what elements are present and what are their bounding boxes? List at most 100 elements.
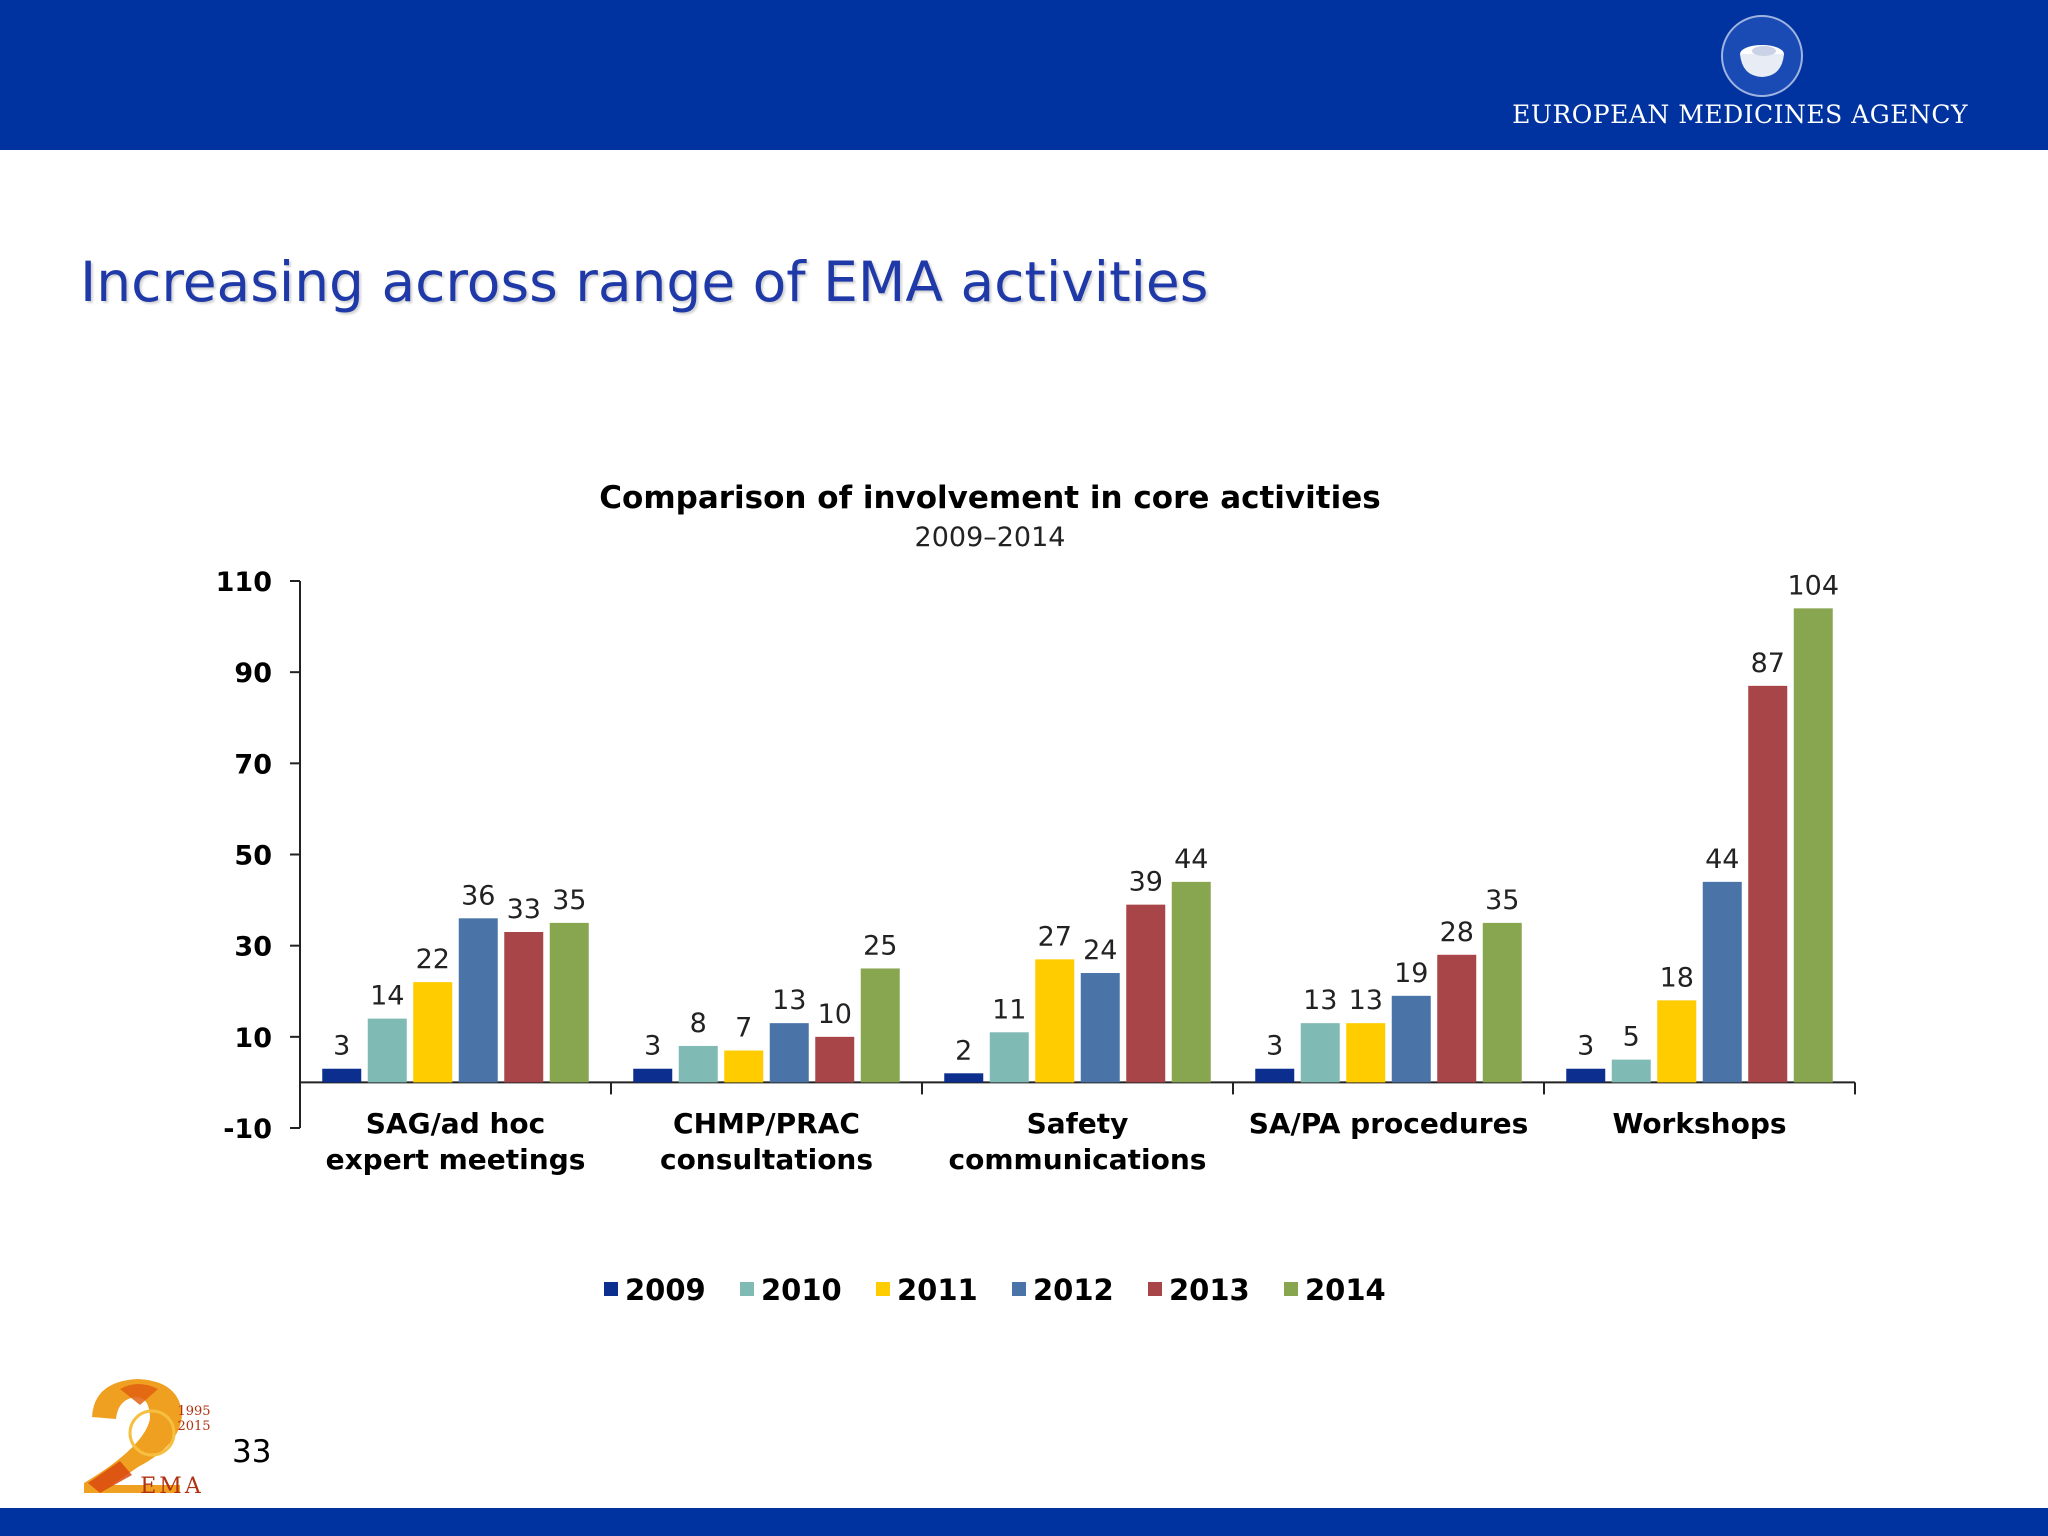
x-category-label: Workshops xyxy=(1612,1107,1786,1140)
bar xyxy=(724,1050,764,1083)
bar xyxy=(1171,881,1211,1083)
legend-label: 2012 xyxy=(1033,1273,1114,1307)
bar xyxy=(504,931,544,1083)
legend-label: 2011 xyxy=(897,1273,978,1307)
bar xyxy=(367,1018,407,1083)
data-label: 35 xyxy=(552,885,586,916)
data-label: 2 xyxy=(955,1035,972,1066)
legend-label: 2010 xyxy=(761,1273,842,1307)
data-label: 25 xyxy=(863,930,897,961)
data-label: 3 xyxy=(333,1031,350,1062)
logo-ema-text: EMA xyxy=(140,1474,203,1495)
x-category-label: SAG/ad hoc xyxy=(366,1107,546,1140)
data-label: 28 xyxy=(1440,917,1474,948)
y-tick-label: -10 xyxy=(223,1114,272,1145)
footer-band xyxy=(0,1508,2048,1536)
x-category-label: Safety xyxy=(1027,1107,1129,1140)
bar xyxy=(944,1073,984,1083)
bar xyxy=(1035,959,1075,1083)
x-category-label: expert meetings xyxy=(326,1143,586,1176)
legend-label: 2009 xyxy=(625,1273,706,1307)
logo-year-start: 1995 xyxy=(177,1404,210,1419)
slide-title: Increasing across range of EMA activitie… xyxy=(80,250,1209,314)
data-label: 18 xyxy=(1660,962,1694,993)
data-label: 8 xyxy=(690,1008,707,1039)
bar xyxy=(413,982,453,1083)
data-label: 39 xyxy=(1129,867,1163,898)
y-tick-label: 70 xyxy=(234,749,272,780)
data-label: 11 xyxy=(992,994,1026,1025)
y-tick-label: 30 xyxy=(234,932,272,963)
bar xyxy=(1437,954,1477,1083)
anniversary-logo: 1995 2015 EMA xyxy=(84,1379,211,1495)
bar xyxy=(1611,1059,1651,1083)
y-tick-label: 110 xyxy=(216,567,272,598)
bar xyxy=(1300,1023,1340,1083)
logo-year-end: 2015 xyxy=(177,1419,210,1434)
data-label: 104 xyxy=(1787,570,1839,601)
data-label: 22 xyxy=(416,944,450,975)
bar xyxy=(860,968,900,1083)
data-label: 44 xyxy=(1174,844,1208,875)
data-label: 27 xyxy=(1038,921,1072,952)
bar xyxy=(458,918,498,1083)
chart-title: Comparison of involvement in core activi… xyxy=(599,480,1380,516)
bar xyxy=(1793,608,1833,1083)
bar xyxy=(1080,973,1120,1083)
bar xyxy=(633,1068,673,1083)
data-label: 3 xyxy=(1577,1031,1594,1062)
ema-logo-icon xyxy=(1721,15,1803,97)
data-label: 44 xyxy=(1705,844,1739,875)
x-category-label: CHMP/PRAC xyxy=(673,1107,860,1140)
data-label: 24 xyxy=(1083,935,1117,966)
data-label: 13 xyxy=(1303,985,1337,1016)
bar xyxy=(1346,1023,1386,1083)
bar xyxy=(549,922,589,1083)
bar xyxy=(1566,1068,1606,1083)
data-label: 33 xyxy=(507,894,541,925)
data-label: 7 xyxy=(735,1013,752,1044)
data-label: 35 xyxy=(1485,885,1519,916)
bar xyxy=(1657,1000,1697,1083)
bar xyxy=(815,1036,855,1083)
bar xyxy=(1126,904,1166,1083)
page-number: 33 xyxy=(232,1434,272,1470)
bar xyxy=(1702,881,1742,1083)
legend-swatch xyxy=(1148,1282,1162,1296)
data-label: 36 xyxy=(461,880,495,911)
x-category-label: SA/PA procedures xyxy=(1249,1107,1529,1140)
data-label: 13 xyxy=(1349,985,1383,1016)
legend-swatch xyxy=(1012,1282,1026,1296)
legend-swatch xyxy=(604,1282,618,1296)
chart-subtitle: 2009–2014 xyxy=(915,522,1066,553)
bar xyxy=(769,1023,809,1083)
data-label: 3 xyxy=(644,1031,661,1062)
y-tick-label: 50 xyxy=(234,841,272,872)
x-category-label: communications xyxy=(949,1143,1207,1176)
bar xyxy=(989,1032,1029,1083)
data-label: 10 xyxy=(818,999,852,1030)
y-tick-label: 10 xyxy=(234,1023,272,1054)
bar xyxy=(678,1045,718,1083)
data-label: 14 xyxy=(370,981,404,1012)
data-label: 3 xyxy=(1266,1031,1283,1062)
data-label: 13 xyxy=(772,985,806,1016)
data-label: 19 xyxy=(1394,958,1428,989)
legend-label: 2013 xyxy=(1169,1273,1250,1307)
data-label: 5 xyxy=(1623,1022,1640,1053)
bar xyxy=(1391,995,1431,1083)
header-band xyxy=(0,0,2048,150)
y-tick-label: 90 xyxy=(234,658,272,689)
bar xyxy=(322,1068,362,1083)
bar xyxy=(1255,1068,1295,1083)
data-label: 87 xyxy=(1751,648,1785,679)
bar-chart: Comparison of involvement in core activi… xyxy=(216,480,1856,1307)
bar xyxy=(1748,685,1788,1083)
legend-swatch xyxy=(740,1282,754,1296)
legend-label: 2014 xyxy=(1305,1273,1386,1307)
agency-name: EUROPEAN MEDICINES AGENCY xyxy=(1512,100,1968,129)
bar xyxy=(1482,922,1522,1083)
legend-swatch xyxy=(876,1282,890,1296)
x-category-label: consultations xyxy=(660,1143,873,1176)
legend-swatch xyxy=(1284,1282,1298,1296)
